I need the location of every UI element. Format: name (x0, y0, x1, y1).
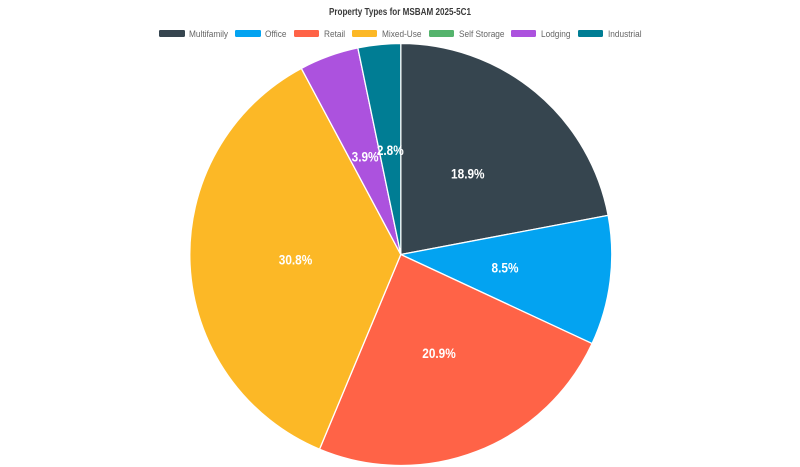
svg-text:3.9%: 3.9% (352, 149, 379, 164)
svg-text:30.8%: 30.8% (279, 253, 313, 268)
svg-text:8.5%: 8.5% (492, 261, 519, 276)
svg-text:20.9%: 20.9% (422, 346, 456, 361)
svg-text:2.8%: 2.8% (377, 143, 404, 158)
svg-text:18.9%: 18.9% (451, 166, 485, 181)
